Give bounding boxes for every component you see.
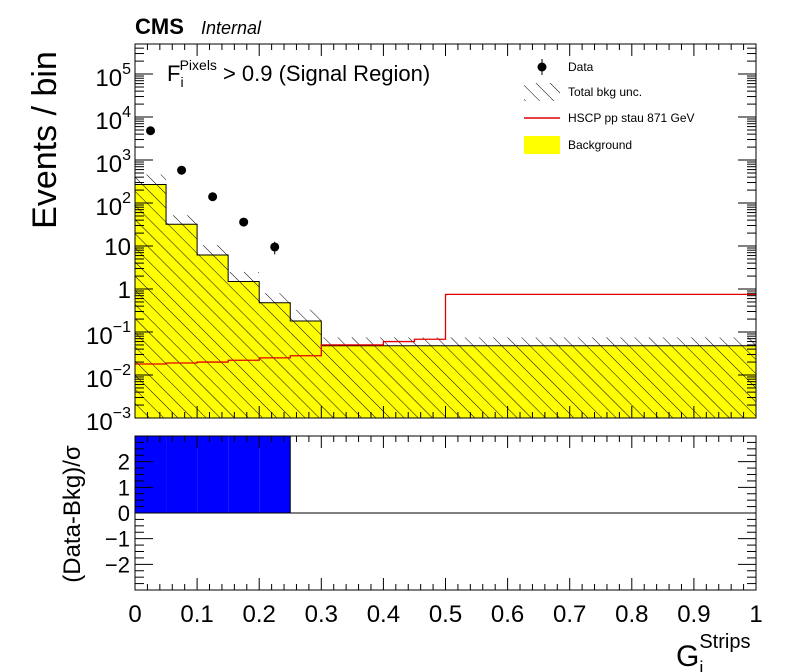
x-tick-label: 0.5 — [429, 601, 462, 628]
y-tick-label: 104 — [95, 104, 131, 135]
y-tick-label: 103 — [95, 147, 131, 178]
x-tick-label: 1 — [749, 601, 762, 628]
bkg-uncertainty-bin — [228, 271, 260, 418]
x-tick-label: 0.3 — [305, 601, 338, 628]
x-tick-label: 0.4 — [367, 601, 400, 628]
ratio-bar — [166, 436, 198, 513]
legend: Data Total bkg unc. HSCP pp stau 871 GeV Ba… — [524, 59, 695, 154]
x-tick-label: 0.6 — [491, 601, 524, 628]
ratio-bar — [228, 436, 260, 513]
data-point — [239, 217, 249, 227]
legend-marker-background — [524, 136, 560, 154]
ratio-y-tick-label: −2 — [105, 552, 130, 577]
y-tick-label: 10−3 — [86, 405, 131, 436]
data-point — [146, 126, 156, 136]
legend-marker-unc — [524, 83, 560, 101]
legend-label: HSCP pp stau 871 GeV — [568, 111, 695, 125]
data-point — [177, 165, 187, 175]
ratio-y-tick-label: −1 — [105, 527, 130, 552]
bkg-uncertainty-bin — [383, 337, 415, 418]
cms-label: CMS — [135, 14, 184, 39]
ratio-y-tick-label: 0 — [118, 501, 130, 526]
bkg-uncertainty-bin — [445, 337, 756, 418]
y-tick-label: 10−2 — [86, 362, 131, 393]
bkg-uncertainty-bin — [414, 337, 446, 418]
ratio-panel: 210−1−20 0.1 0.2 0.3 0.4 0.5 0.6 0.7 0.8 0.9 1 (Da… — [59, 435, 763, 672]
x-tick-label: 0.7 — [553, 601, 586, 628]
x-tick-label: 0.8 — [615, 601, 648, 628]
bkg-uncertainty-bin — [197, 245, 229, 418]
legend-label: Background — [568, 138, 632, 152]
selection-annotation: FiPixels > 0.9 (Signal Region) — [167, 57, 430, 90]
y-tick-label: 10−1 — [86, 319, 131, 350]
x-tick-label: 0.1 — [180, 601, 213, 628]
y-tick-label: 10 — [104, 234, 131, 261]
data-point — [208, 192, 218, 202]
background-outline — [134, 183, 756, 418]
legend-label: Data — [568, 60, 594, 74]
x-axis-label: GiStrips — [676, 631, 750, 672]
signal-step-line — [135, 293, 756, 365]
ratio-bar — [197, 436, 229, 513]
x-tick-label: 0.2 — [243, 601, 276, 628]
internal-label: Internal — [201, 18, 262, 38]
x-tick-label: 0 — [128, 601, 141, 628]
ratio-axes: 210−1−20 0.1 0.2 0.3 0.4 0.5 0.6 0.7 0.8 0.9 1 — [105, 435, 763, 628]
y-tick-label: 1 — [118, 277, 131, 304]
ratio-bar — [259, 436, 291, 513]
legend-label: Total bkg unc. — [568, 85, 642, 99]
bkg-uncertainty-bin — [321, 337, 384, 418]
bkg-uncertainty-bin — [166, 215, 198, 418]
ratio-y-tick-label: 2 — [118, 450, 130, 475]
y-axis-label: Events / bin — [26, 51, 64, 229]
ratio-y-tick-label: 1 — [118, 475, 130, 500]
y-tick-label: 102 — [95, 190, 131, 221]
bkg-uncertainty-bin — [290, 309, 322, 418]
legend-marker-data — [537, 62, 547, 72]
data-point — [270, 242, 280, 252]
ratio-y-axis-label: (Data-Bkg)/σ — [59, 445, 86, 583]
main-plot-area — [134, 126, 756, 418]
y-tick-label: 105 — [95, 61, 131, 92]
bkg-uncertainty-bin — [259, 293, 291, 418]
x-tick-label: 0.9 — [677, 601, 710, 628]
